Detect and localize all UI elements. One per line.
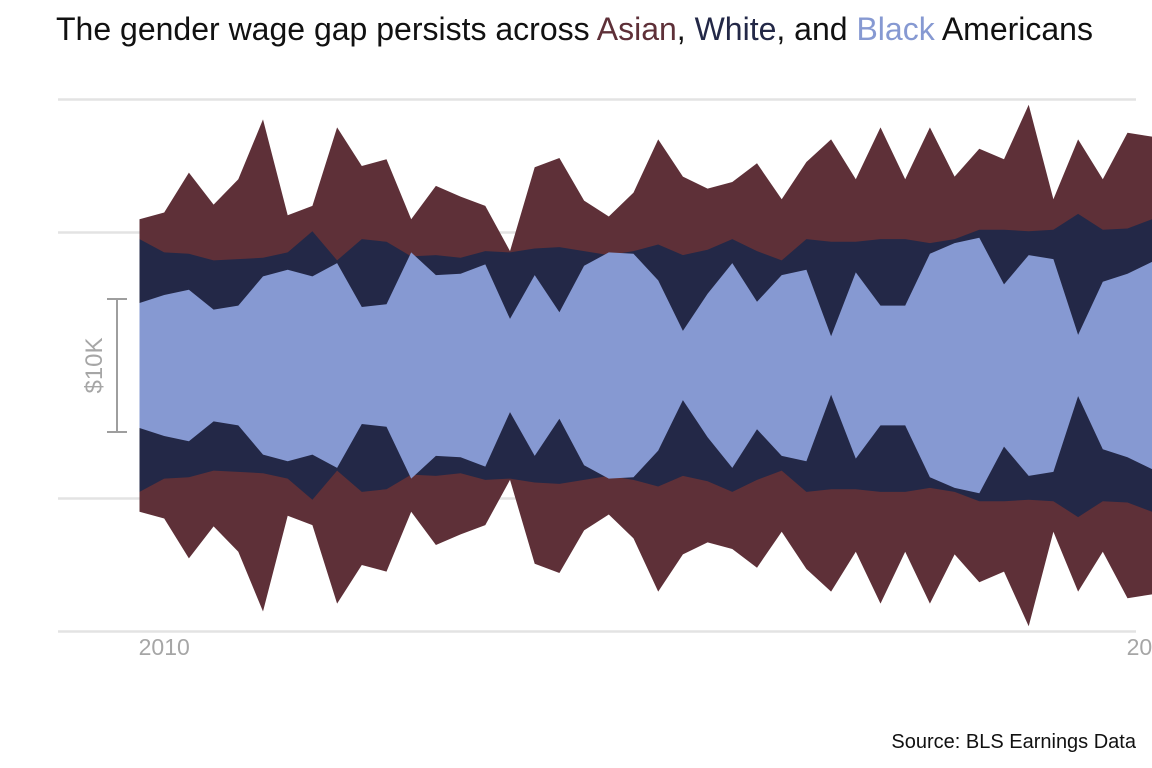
stream-areas [139,104,1152,627]
x-axis: 2010 2020 [139,634,1152,660]
title-white-label: White [695,11,777,47]
scale-bar-label: $10K [81,337,108,393]
chart-title: The gender wage gap persists across Asia… [56,11,1093,47]
scale-bar: $10K [81,298,127,433]
title-separator-2: , and [776,11,856,47]
title-prefix: The gender wage gap persists across [56,11,597,47]
x-tick-2010: 2010 [139,634,190,660]
title-asian-label: Asian [597,11,677,47]
title-suffix: Americans [935,11,1093,47]
x-tick-2020: 2020 [1127,634,1152,660]
title-separator-1: , [677,11,695,47]
title-black-label: Black [856,11,935,47]
stream-black [139,237,1152,494]
source-note: Source: BLS Earnings Data [891,731,1136,753]
